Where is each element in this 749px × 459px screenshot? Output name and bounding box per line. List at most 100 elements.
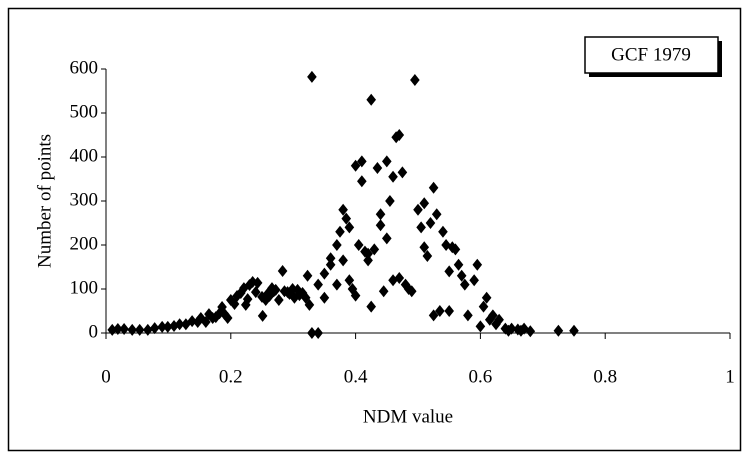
scatter-point [332,278,342,291]
scatter-point [302,269,313,282]
scatter-point [372,162,383,174]
scatter-point [569,324,579,337]
x-tick-label: 0 [101,366,111,387]
scatter-point [307,327,317,339]
scatter-point [257,309,268,322]
scatter-point [247,275,258,288]
scatter-point [366,300,376,313]
x-tick-label: 1 [725,366,735,387]
scatter-point [341,212,352,225]
scatter-point [472,258,483,271]
scatter-point [292,283,303,296]
scatter-point [113,323,123,336]
scatter-point [416,221,426,234]
scatter-point [419,241,430,254]
scatter-point [428,309,439,322]
scatter-point [335,225,345,238]
scatter-point [469,274,479,287]
scatter-point [394,272,405,284]
scatter-point [378,285,389,298]
scatter-point [157,320,167,333]
scatter-point [444,265,454,278]
scatter-point [149,322,160,335]
x-tick-label: 0.2 [219,366,243,387]
scatter-point [107,323,118,336]
scatter-point [162,320,173,333]
scatter-point [500,322,511,335]
scatter-point [344,221,355,234]
x-axis-title: NDM value [363,406,453,427]
scatter-point [270,283,281,296]
x-tick-label: 0.6 [469,366,493,387]
scatter-point [406,285,417,298]
scatter-point [478,300,489,313]
scatter-point [453,258,464,271]
y-tick-label: 100 [70,277,99,298]
y-tick-label: 200 [70,233,99,254]
scatter-point [338,203,348,216]
scatter-point [463,309,473,322]
scatter-point [366,93,376,106]
scatter-point [277,264,288,277]
legend-label: GCF 1979 [611,44,691,65]
x-tick-label: 0.8 [593,366,617,387]
scatter-point [506,322,517,335]
scatter-point [428,181,439,194]
chart-frame [7,7,742,452]
x-tick-label: 0.4 [344,366,368,387]
scatter-point [252,276,263,289]
scatter-point [494,313,504,326]
y-tick-label: 300 [70,189,99,210]
scatter-point [444,305,454,317]
scatter-point [127,323,138,336]
scatter-point [307,70,317,83]
scatter-point [350,289,361,302]
scatter-point [422,250,433,262]
scatter-point [287,283,298,295]
scatter-point [553,324,564,337]
scatter-point [357,155,367,168]
y-tick-label: 600 [70,57,99,78]
scatter-point [450,243,461,256]
scatter-point [425,217,436,229]
scatter-point [481,291,492,304]
scatter-point [357,175,367,188]
scatter-point [274,294,284,306]
scatter-point [284,287,295,300]
scatter-point [304,298,315,311]
scatter-point [353,239,364,251]
scatter-point [410,74,420,86]
scatter-point [385,195,395,207]
scatter-point [363,247,373,260]
scatter-point [488,309,498,322]
scatter-point [525,325,536,338]
scatter-point [174,318,185,331]
scatter-point [431,208,442,221]
scatter-point [244,279,255,292]
scatter-point [400,278,411,291]
scatter-point [456,269,467,282]
scatter-point [344,274,355,287]
scatter-point [397,166,408,179]
scatter-point [260,294,271,306]
scatter-point [419,197,430,210]
scatter-point [214,307,225,320]
legend-box [584,36,719,74]
scatter-point [325,258,336,271]
scatter-point [300,291,311,304]
scatter-point [232,290,242,303]
scatter-point [413,203,423,216]
scatter-point [388,170,398,183]
scatter-point [242,293,253,306]
scatter-point [332,239,342,251]
scatter-point [382,232,392,245]
scatter-point [394,129,405,141]
scatter-point [438,225,448,238]
scatter-point [217,301,227,314]
scatter-point [143,323,153,336]
scatter-point [313,327,323,339]
scatter-point [325,252,336,265]
y-tick-label: 500 [70,101,99,122]
scatter-point [382,155,392,168]
